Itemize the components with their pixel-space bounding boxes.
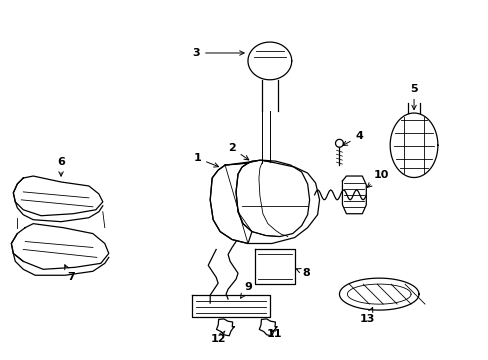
Text: 11: 11 (266, 329, 282, 339)
Text: 1: 1 (193, 153, 218, 167)
Text: 12: 12 (210, 331, 225, 344)
Text: 8: 8 (296, 268, 310, 278)
Text: 6: 6 (57, 157, 65, 176)
Text: 7: 7 (64, 265, 75, 282)
Text: 10: 10 (366, 170, 388, 187)
Text: 2: 2 (228, 143, 248, 160)
Text: 5: 5 (409, 84, 417, 110)
Text: 9: 9 (240, 282, 251, 298)
Text: 3: 3 (192, 48, 244, 58)
Text: 4: 4 (342, 131, 363, 145)
Text: 13: 13 (359, 307, 374, 324)
